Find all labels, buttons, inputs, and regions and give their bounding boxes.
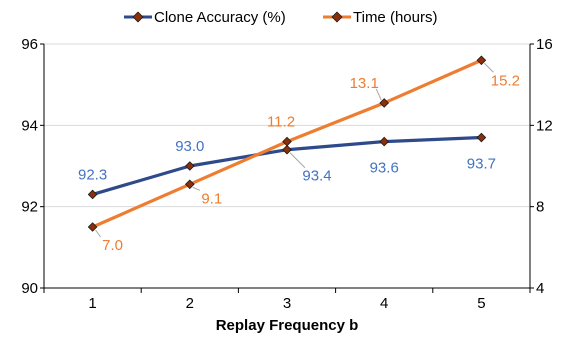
data-point-marker — [476, 132, 487, 143]
data-label: 15.2 — [491, 72, 520, 89]
data-label: 93.7 — [467, 156, 496, 173]
data-point-marker — [87, 189, 98, 200]
data-point-marker — [87, 222, 98, 232]
x-tick-label: 1 — [88, 295, 96, 312]
x-tick-label: 5 — [477, 295, 485, 312]
legend-label-time: Time (hours) — [353, 9, 437, 26]
y-right-tick-label: 12 — [536, 117, 553, 134]
data-label-leader — [375, 88, 382, 101]
plot-series — [87, 55, 487, 232]
data-point-marker — [282, 144, 292, 155]
gridlines — [44, 43, 530, 208]
data-label-leader — [95, 229, 102, 238]
x-tick-label: 2 — [186, 295, 194, 312]
y-right-tick-label: 16 — [536, 36, 553, 53]
data-label: 93.6 — [370, 160, 399, 177]
legend: Clone Accuracy (%) Time (hours) — [124, 9, 437, 26]
y-left-tick-label: 96 — [21, 36, 38, 53]
data-label-leader — [192, 186, 200, 191]
data-labels: 92.3 93.0 93.4 93.6 93.7 7.0 9.1 11.2 13.1 15.2 — [78, 62, 520, 254]
y-left-tick-label: 92 — [21, 199, 38, 216]
y-left-tick-label: 94 — [21, 117, 38, 134]
legend-label-clone-accuracy: Clone Accuracy (%) — [154, 9, 286, 26]
legend-marker-clone-accuracy — [132, 11, 144, 23]
y-right-tick-label: 4 — [536, 280, 544, 297]
data-point-marker — [184, 161, 195, 171]
axes — [40, 43, 534, 293]
data-label: 92.3 — [78, 166, 107, 183]
data-label: 7.0 — [102, 237, 123, 254]
legend-marker-time — [331, 11, 343, 23]
data-label: 13.1 — [350, 75, 379, 92]
data-label: 9.1 — [201, 190, 222, 207]
data-point-marker — [184, 179, 195, 190]
x-tick-label: 3 — [283, 295, 291, 312]
data-label-leader — [484, 62, 494, 73]
data-point-marker — [476, 55, 487, 66]
y-right-tick-label: 8 — [536, 199, 544, 216]
y-left-tick-label: 90 — [21, 280, 38, 297]
x-axis-title: Replay Frequency b — [216, 317, 359, 334]
data-label: 11.2 — [267, 114, 295, 131]
data-label: 93.0 — [175, 138, 204, 155]
data-label-leader — [289, 152, 306, 169]
data-label: 93.4 — [302, 168, 331, 185]
x-tick-label: 4 — [380, 295, 388, 312]
data-point-marker — [282, 136, 292, 147]
data-point-marker — [379, 98, 390, 108]
data-point-marker — [379, 136, 390, 147]
